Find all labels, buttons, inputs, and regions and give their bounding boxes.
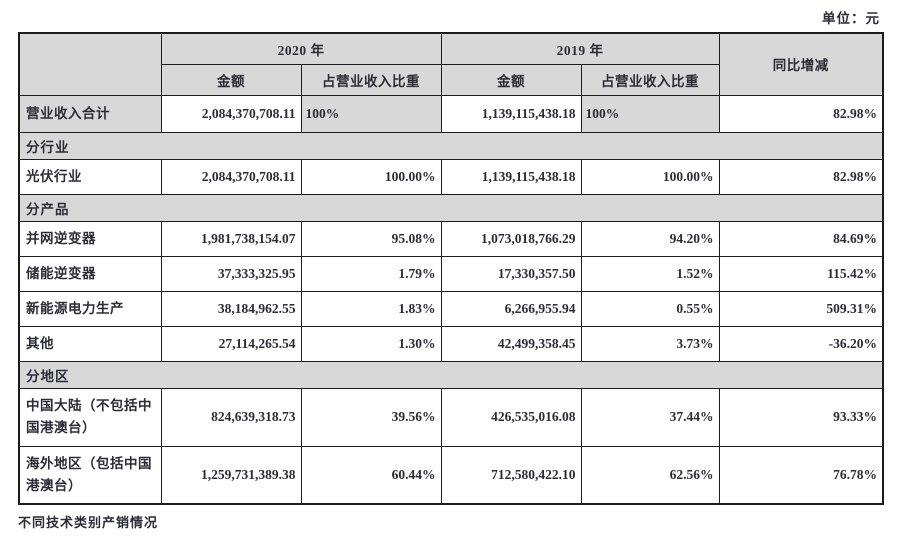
proportion-2020: 39.56% [300,387,442,447]
table-row: 中国大陆（不包括中国港澳台） 824,639,318.73 39.56% 426,53… [18,387,884,447]
amount-2019: 426,535,016.08 [440,387,582,447]
amount-2019: 42,499,358.45 [440,325,582,362]
proportion-2020: 95.08% [300,220,442,257]
amount-2019: 1,139,115,438.18 [440,94,582,133]
row-label: 储能逆变器 [18,255,162,292]
table-row: 储能逆变器 37,333,325.95 1.79% 17,330,357.50 1.52… [18,255,884,292]
row-label: 光伏行业 [18,158,162,195]
table-header: 2020 年 2019 年 同比增减 金额 占营业收入比重 金额 占营业收入比重 [18,32,884,96]
header-blank-cell [18,32,162,96]
amount-2020: 1,981,738,154.07 [160,220,302,257]
proportion-2020: 1.30% [300,325,442,362]
unit-label: 单位：元 [822,11,880,26]
amount-2020: 38,184,962.55 [160,290,302,327]
row-label: 新能源电力生产 [18,290,162,327]
section-row: 分行业 [18,131,884,160]
proportion-2019: 3.73% [580,325,720,362]
proportion-2020: 100% [300,94,442,133]
section-row: 分产品 [18,193,884,222]
yoy-value: 509.31% [718,290,884,327]
yoy-value: 115.42% [718,255,884,292]
section-label: 分行业 [18,131,884,160]
header-year-2020: 2020 年 [160,32,442,65]
amount-2019: 17,330,357.50 [440,255,582,292]
row-label: 中国大陆（不包括中国港澳台） [18,387,162,447]
header-year-2019: 2019 年 [440,32,720,65]
amount-2020: 2,084,370,708.11 [160,158,302,195]
table-body: 营业收入合计 2,084,370,708.11 100% 1,139,115,438.… [18,94,884,505]
section-row: 分地区 [18,360,884,389]
amount-2020: 37,333,325.95 [160,255,302,292]
proportion-2019: 100% [580,94,720,133]
proportion-2019: 37.44% [580,387,720,447]
header-yoy-change: 同比增减 [718,32,884,96]
table-row: 光伏行业 2,084,370,708.11 100.00% 1,139,115,438… [18,158,884,195]
table-row: 营业收入合计 2,084,370,708.11 100% 1,139,115,438.… [18,94,884,133]
proportion-2019: 100.00% [580,158,720,195]
proportion-2020: 100.00% [300,158,442,195]
proportion-2020: 1.83% [300,290,442,327]
yoy-value: 82.98% [718,158,884,195]
yoy-value: 84.69% [718,220,884,257]
row-label: 并网逆变器 [18,220,162,257]
footer-note: 不同技术类别产销情况 [18,515,159,530]
header-row-metrics: 金额 占营业收入比重 金额 占营业收入比重 [19,63,883,96]
section-label: 分地区 [18,360,884,389]
amount-2020: 27,114,265.54 [160,325,302,362]
table-row: 新能源电力生产 38,184,962.55 1.83% 6,266,955.94 0.5… [18,290,884,327]
proportion-2019: 0.55% [580,290,720,327]
proportion-2020: 60.44% [300,445,442,505]
row-label: 其他 [18,325,162,362]
header-amount-2019: 金额 [440,63,582,96]
amount-2020: 1,259,731,389.38 [160,445,302,505]
amount-2020: 824,639,318.73 [160,387,302,447]
header-row-years: 2020 年 2019 年 同比增减 [18,32,884,96]
row-label: 营业收入合计 [18,94,162,133]
proportion-2020: 1.79% [300,255,442,292]
header-proportion-2019: 占营业收入比重 [580,63,720,96]
amount-2019: 1,139,115,438.18 [440,158,582,195]
revenue-table: 2020 年 2019 年 同比增减 金额 占营业收入比重 金额 占营业收入比重… [18,32,884,505]
header-amount-2020: 金额 [160,63,302,96]
section-label: 分产品 [18,193,884,222]
row-label: 海外地区（包括中国港澳台） [18,445,162,505]
yoy-value: 82.98% [718,94,884,133]
proportion-2019: 62.56% [580,445,720,505]
amount-2019: 1,073,018,766.29 [440,220,582,257]
table-row: 其他 27,114,265.54 1.30% 42,499,358.45 3.73% -3… [18,325,884,362]
amount-2020: 2,084,370,708.11 [160,94,302,133]
table-row: 并网逆变器 1,981,738,154.07 95.08% 1,073,018,766… [18,220,884,257]
yoy-value: 93.33% [718,387,884,447]
proportion-2019: 1.52% [580,255,720,292]
table-row: 海外地区（包括中国港澳台） 1,259,731,389.38 60.44% 712,5… [18,445,884,505]
header-proportion-2020: 占营业收入比重 [300,63,442,96]
yoy-value: -36.20% [718,325,884,362]
amount-2019: 6,266,955.94 [440,290,582,327]
yoy-value: 76.78% [718,445,884,505]
amount-2019: 712,580,422.10 [440,445,582,505]
proportion-2019: 94.20% [580,220,720,257]
